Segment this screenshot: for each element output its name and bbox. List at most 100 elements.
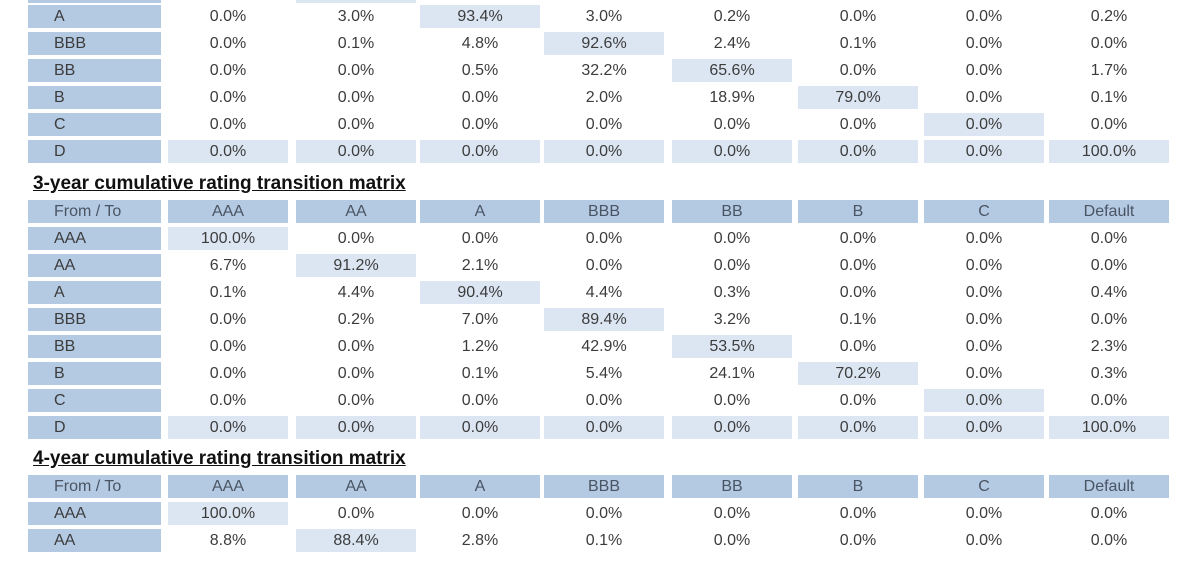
table-cell: 0.0% [798,416,918,439]
table-cell: 0.0% [672,416,792,439]
table-cell: 0.0% [1090,257,1128,274]
table-cell: 0.0% [839,532,877,549]
table-cell: 0.1% [337,35,375,52]
table-cell: 0.0% [839,392,877,409]
table-cell: 0.0% [209,62,247,79]
table-cell: 0.0% [713,532,751,549]
table-cell: 53.5% [672,335,792,358]
table-cell: 7.0% [461,311,499,328]
table-row: A 0.1% 4.4% 90.4% 4.4% 0.3% 0.0% 0.0% 0.4% [0,279,1200,306]
diagonal-band-fragment [296,0,416,3]
row-label: D [28,416,161,439]
table-cell: 65.6% [672,59,792,82]
matrix-title: 4-year cumulative rating transition matr… [33,448,406,469]
table-cell: 0.1% [461,365,499,382]
table-cell: 0.0% [839,505,877,522]
table-header-row: From / To AAA AA A BBB BB B C Default [0,198,1200,225]
row-label: AA [28,254,161,277]
table-cell: 0.0% [839,230,877,247]
column-header: B [798,200,918,223]
table-cell: 0.0% [337,338,375,355]
table-cell: 32.2% [581,62,627,79]
table-cell: 3.0% [585,8,623,25]
row-label: BB [28,335,161,358]
table-cell: 0.0% [924,113,1044,136]
table-cell: 93.4% [420,5,540,28]
table-cell: 0.0% [839,257,877,274]
table-cell: 0.0% [585,230,623,247]
table-cell: 100.0% [168,502,288,525]
table-cell: 18.9% [709,89,755,106]
column-header: From / To [28,200,161,223]
table-cell: 79.0% [798,86,918,109]
table-cell: 0.0% [924,389,1044,412]
table-cell: 92.6% [544,32,664,55]
table-cell: 3.2% [713,311,751,328]
table-cell: 0.0% [209,116,247,133]
table-cell: 0.0% [337,392,375,409]
table-cell: 8.8% [209,532,247,549]
table-cell: 0.0% [296,140,416,163]
column-header: AAA [168,200,288,223]
table-cell: 90.4% [420,281,540,304]
table-cell: 91.2% [296,254,416,277]
table-cell: 0.1% [209,284,247,301]
row-label: C [28,113,161,136]
table-cell: 0.0% [209,89,247,106]
table-cell: 0.0% [839,338,877,355]
table-cell: 2.8% [461,532,499,549]
table-cell: 0.0% [965,8,1003,25]
table-cell: 0.0% [798,140,918,163]
row-label: AA [28,529,161,552]
table-cell: 0.0% [461,116,499,133]
table-cell: 0.0% [965,230,1003,247]
table-cell: 100.0% [168,227,288,250]
table-row: D 0.0% 0.0% 0.0% 0.0% 0.0% 0.0% 0.0% 100.0% [0,414,1200,441]
table-cell: 0.0% [585,116,623,133]
table-row: B 0.0% 0.0% 0.1% 5.4% 24.1% 70.2% 0.0% 0.3% [0,360,1200,387]
table-row: C 0.0% 0.0% 0.0% 0.0% 0.0% 0.0% 0.0% 0.0% [0,111,1200,138]
table-cell: 0.0% [337,89,375,106]
table-cell: 0.0% [209,311,247,328]
column-header: A [420,475,540,498]
table-cell: 0.0% [1090,532,1128,549]
table-cell: 0.0% [672,140,792,163]
row-label: B [28,86,161,109]
table-cell: 0.0% [461,230,499,247]
table-cell: 0.5% [461,62,499,79]
table-cell: 0.1% [839,35,877,52]
table-cell: 0.0% [337,230,375,247]
table-row: B 0.0% 0.0% 0.0% 2.0% 18.9% 79.0% 0.0% 0.1% [0,84,1200,111]
table-cell: 100.0% [1049,140,1169,163]
table-cell: 100.0% [1049,416,1169,439]
table-cell: 0.2% [1090,8,1128,25]
table-cell: 0.0% [1090,505,1128,522]
table-cell: 0.0% [713,116,751,133]
column-header: BB [672,475,792,498]
table-cell: 0.0% [965,505,1003,522]
table-cell: 4.8% [461,35,499,52]
table-cell: 0.3% [713,284,751,301]
table-cell: 89.4% [544,308,664,331]
table-cell: 0.0% [209,338,247,355]
column-header: A [420,200,540,223]
matrix-title: 3-year cumulative rating transition matr… [33,173,406,194]
table-cell: 0.0% [420,140,540,163]
row-label: BB [28,59,161,82]
table-cell: 88.4% [296,529,416,552]
row-label: C [28,389,161,412]
table-cell: 0.0% [965,257,1003,274]
column-header: BB [672,200,792,223]
column-header: BBB [544,475,664,498]
column-header: B [798,475,918,498]
table-row: A 0.0% 3.0% 93.4% 3.0% 0.2% 0.0% 0.0% 0.2% [0,3,1200,30]
row-label: BBB [28,308,161,331]
table-header-row: From / To AAA AA A BBB BB B C Default [0,473,1200,500]
table-cell: 6.7% [209,257,247,274]
table-cell: 0.4% [1090,284,1128,301]
table-row: AA 6.7% 91.2% 2.1% 0.0% 0.0% 0.0% 0.0% 0.0% [0,252,1200,279]
table-cell: 0.0% [209,392,247,409]
column-header: Default [1049,200,1169,223]
row-label: A [28,5,161,28]
